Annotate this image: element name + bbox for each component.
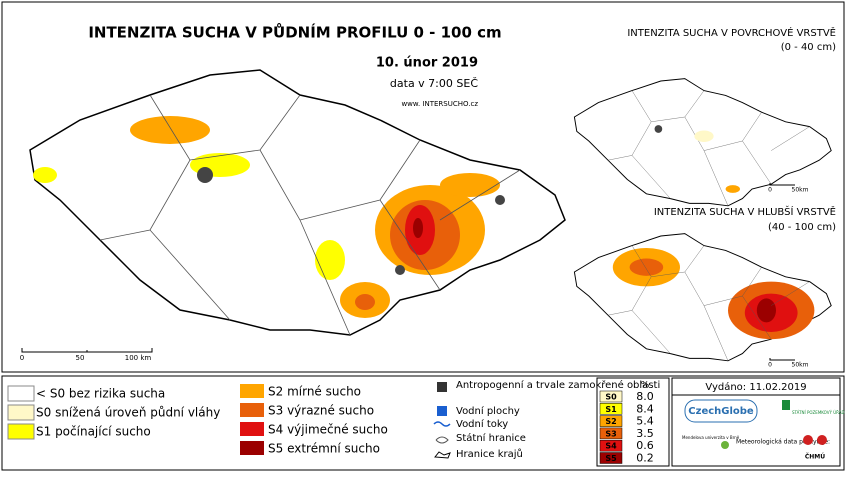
legend-swatch (7, 385, 35, 402)
deep-title: INTENZITA SUCHA V HLUBŠÍ VRSTVĚ (654, 205, 836, 218)
table-class-cell (599, 452, 623, 464)
logo-text: STÁTNÍ POZEMKOVÝ ÚŘAD (792, 410, 845, 415)
table-value: 8.4 (636, 402, 654, 415)
logo (803, 435, 813, 445)
table-value: 3.5 (636, 427, 654, 440)
logo (684, 399, 758, 423)
scale-label: 0 (768, 362, 772, 369)
legend-swatch (240, 403, 264, 417)
table-class-cell (599, 439, 623, 452)
scale-bar (769, 183, 795, 186)
logo (817, 435, 827, 445)
table-class: S5 (605, 454, 617, 463)
surface-depth: (0 - 40 cm) (781, 42, 836, 53)
table-class-cell (599, 403, 623, 415)
surface-title: INTENZITA SUCHA V POVRCHOVÉ VRSTVĚ (627, 26, 836, 39)
legend-frame (1, 375, 845, 471)
website: www. INTERSUCHO.cz (401, 100, 478, 108)
legend-swatch (240, 441, 264, 455)
legend-label: Státní hranice (456, 432, 526, 444)
deep-map (573, 233, 832, 362)
scale-label: 0 (20, 354, 24, 362)
scale-label: 50km (792, 362, 809, 369)
deep-depth: (40 - 100 cm) (768, 222, 836, 233)
table-class: S0 (605, 393, 617, 402)
table-class: S1 (605, 405, 617, 414)
legend-label: S1 počínající sucho (36, 425, 151, 439)
legend-label: Hranice krajů (456, 448, 523, 460)
table-value: 5.4 (636, 415, 654, 428)
logo-text: Meteorologická data poskytuje: (736, 439, 830, 446)
legend-label: S0 snížená úroveň půdní vláhy (36, 406, 220, 420)
scale-label: 0 (768, 187, 772, 194)
legend-label: Vodní toky (456, 418, 508, 430)
table-class-cell (599, 390, 623, 403)
table-frame (596, 377, 670, 467)
scale-label: 50km (792, 187, 809, 194)
title: INTENZITA SUCHA V PŮDNÍM PROFILU 0 - 100… (88, 22, 501, 42)
logo (721, 441, 729, 449)
legend-label: S3 výrazné sucho (268, 404, 374, 418)
scale-label: 50 (76, 354, 85, 362)
table-class: S3 (605, 429, 616, 438)
legend-label: < S0 bez rizika sucha (36, 387, 165, 401)
logo-text: CzechGlobe (688, 406, 754, 417)
table-value: 0.2 (636, 452, 654, 465)
logo (782, 400, 790, 410)
legend-label: S5 extrémní sucho (268, 442, 380, 456)
legend-label: S4 výjimečné sucho (268, 423, 388, 437)
legend-swatch (240, 422, 264, 436)
legend-label: Antropogenní a trvale zamokřené oblasti (456, 379, 660, 391)
logo-text: ČHMÚ (805, 454, 825, 461)
time: data v 7:00 SEČ (390, 77, 478, 90)
table-header: % (641, 381, 650, 391)
legend-swatch (7, 423, 35, 440)
surface-map (573, 78, 832, 207)
legend-label: S2 mírné sucho (268, 385, 361, 399)
date: 10. únor 2019 (376, 56, 478, 71)
logo-text: Mendelova univerzita v Brně (682, 435, 740, 440)
scale-bar (21, 348, 153, 353)
legend-swatch (240, 384, 264, 398)
legend-swatch (7, 404, 35, 421)
scale-label: 100 km (125, 354, 152, 362)
issued: Vydáno: 11.02.2019 (705, 381, 806, 393)
table-value: 0.6 (636, 439, 654, 452)
scale-bar (769, 358, 795, 361)
table-class-cell (599, 415, 623, 427)
table-class: S2 (605, 417, 616, 426)
table-value: 8.0 (636, 390, 654, 403)
table-class-cell (599, 427, 623, 440)
issued-frame (671, 377, 841, 467)
table-class: S4 (605, 442, 617, 451)
other-symbols (433, 382, 451, 459)
legend-label: Vodní plochy (456, 405, 520, 417)
